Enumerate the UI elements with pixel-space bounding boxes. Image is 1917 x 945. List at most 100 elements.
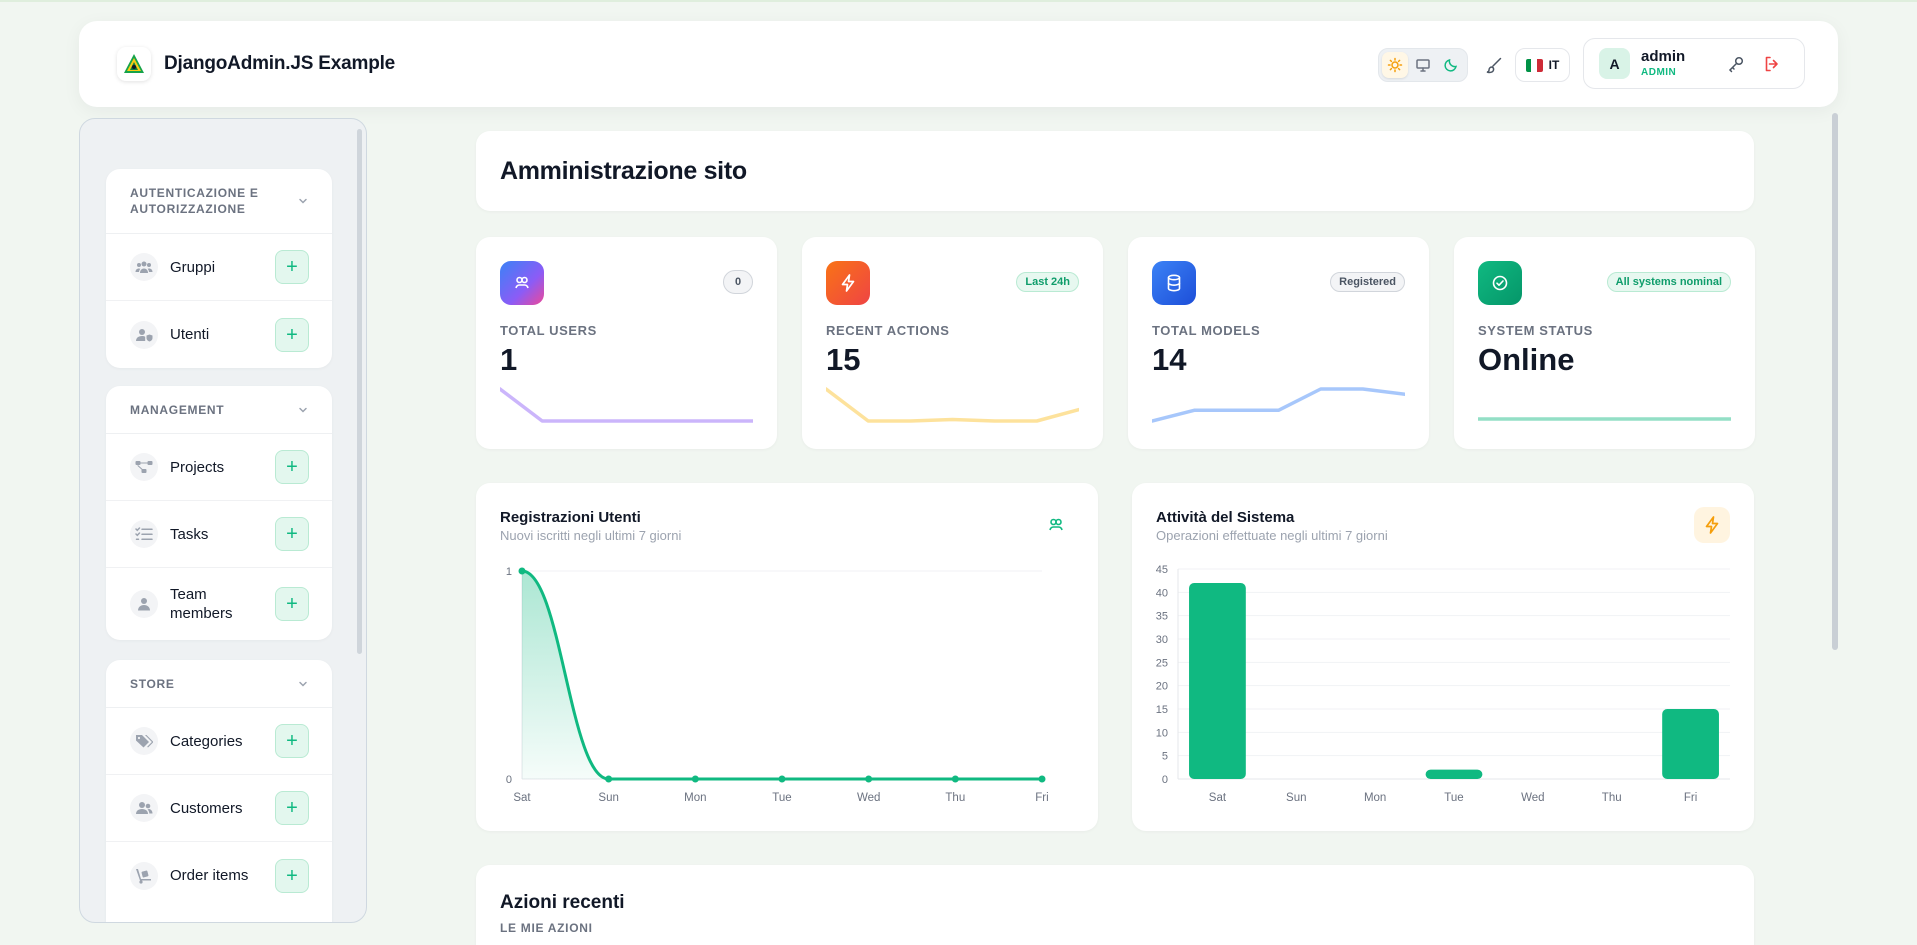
stat-badge: Last 24h <box>1016 272 1079 292</box>
user-info: admin ADMIN <box>1641 49 1685 79</box>
main-scrollbar[interactable] <box>1832 113 1838 650</box>
y-tick-label: 25 <box>1156 657 1168 669</box>
x-tick-label: Sat <box>513 792 531 804</box>
chart-subtitle: Nuovi iscritti negli ultimi 7 giorni <box>500 528 682 543</box>
sidebar-item-label: Team members <box>170 586 233 622</box>
chevron-down-icon <box>299 198 307 204</box>
x-tick-label: Sun <box>598 792 618 804</box>
chart-subtitle: Operazioni effettuate negli ultimi 7 gio… <box>1156 528 1388 543</box>
theme-light-button[interactable] <box>1382 52 1408 78</box>
sparkline-series <box>826 387 1079 423</box>
sidebar-group-header[interactable]: MANAGEMENT <box>106 386 332 434</box>
y-tick-label: 40 <box>1156 587 1168 599</box>
add-tasks-button[interactable]: + <box>275 517 309 551</box>
y-tick-label: 0 <box>1162 774 1168 786</box>
sidebar-item-label: Categories <box>170 732 243 750</box>
sidebar-item-tasks[interactable]: Tasks + <box>106 501 332 568</box>
theme-dark-button[interactable] <box>1438 52 1464 78</box>
sidebar-item-label: Tasks <box>170 525 209 543</box>
sidebar-item-utenti[interactable]: Utenti + <box>106 301 332 368</box>
stat-label: SYSTEM STATUS <box>1478 323 1593 338</box>
sidebar: AUTENTICAZIONE E AUTORIZZAZIONE Gruppi +… <box>79 118 367 923</box>
bar[interactable] <box>1425 769 1483 779</box>
bar-chart-system-activity: 0 5 10 15 20 25 30 35 40 45 Sat Sun Mon Tue Wed Thu Fri <box>1156 564 1730 804</box>
language-code: IT <box>1548 58 1560 72</box>
theme-system-button[interactable] <box>1410 52 1436 78</box>
customers-icon <box>130 794 158 822</box>
y-tick-label: 1 <box>506 566 512 578</box>
sidebar-item-projects[interactable]: Projects + <box>106 434 332 501</box>
sidebar-group-store: STORE Categories + Customers + Order ite… <box>106 660 332 922</box>
sidebar-group-header[interactable]: STORE <box>106 660 332 708</box>
area-fill <box>522 571 1042 779</box>
chart-title: Registrazioni Utenti <box>500 509 641 526</box>
stat-badge: Registered <box>1330 272 1405 292</box>
django-admin-logo-icon <box>117 47 151 81</box>
sparkline-series <box>500 387 753 423</box>
sidebar-group-title: STORE <box>130 676 175 691</box>
check-circle-icon <box>1478 261 1522 305</box>
sparkline-total-models <box>1152 387 1405 423</box>
sidebar-group-title: MANAGEMENT <box>130 402 225 417</box>
x-tick-label: Fri <box>1035 792 1048 804</box>
data-point[interactable] <box>1038 775 1046 783</box>
sun-icon <box>1387 57 1403 73</box>
add-utenti-button[interactable]: + <box>275 317 309 352</box>
bar[interactable] <box>1662 709 1719 779</box>
area-chart-user-registrations: 0 1 Sat Sun Mon Tue Wed Thu Fri <box>506 566 1049 804</box>
add-team-members-button[interactable]: + <box>275 587 309 621</box>
sidebar-item-order-items[interactable]: Order items + <box>106 842 332 909</box>
customize-theme-button[interactable] <box>1479 50 1509 80</box>
data-point[interactable] <box>951 775 959 783</box>
sidebar-item-categories[interactable]: Categories + <box>106 708 332 775</box>
x-tick-label: Sun <box>1286 792 1306 804</box>
sparkline-series <box>1152 387 1405 423</box>
data-point[interactable] <box>691 775 699 783</box>
page-title: Amministrazione sito <box>500 157 747 185</box>
stat-card-system-status[interactable]: All systems nominal SYSTEM STATUS Online <box>1454 237 1755 449</box>
sidebar-group-management: MANAGEMENT Projects + Tasks + Team membe… <box>106 386 332 640</box>
sidebar-item-customers[interactable]: Customers + <box>106 775 332 842</box>
stat-label: RECENT ACTIONS <box>826 323 950 338</box>
sparkline-total-users <box>500 387 753 423</box>
recent-actions-subtitle: LE MIE AZIONI <box>500 921 593 935</box>
add-gruppi-button[interactable]: + <box>275 250 309 284</box>
stat-badge: 0 <box>723 270 753 294</box>
sidebar-group-header[interactable]: AUTENTICAZIONE E AUTORIZZAZIONE <box>106 169 332 234</box>
add-customers-button[interactable]: + <box>275 791 309 825</box>
tasks-icon <box>130 520 158 548</box>
sidebar-scrollbar[interactable] <box>357 129 362 654</box>
stat-card-recent-actions[interactable]: Last 24h RECENT ACTIONS 15 <box>802 237 1103 449</box>
y-tick-label: 20 <box>1156 681 1168 693</box>
stat-label: TOTAL MODELS <box>1152 323 1261 338</box>
bar[interactable] <box>1189 583 1246 779</box>
y-tick-label: 35 <box>1156 611 1168 623</box>
data-point[interactable] <box>865 775 873 783</box>
data-point[interactable] <box>778 775 786 783</box>
sidebar-item-team-members[interactable]: Team members + <box>106 568 332 640</box>
sidebar-item-gruppi[interactable]: Gruppi + <box>106 234 332 301</box>
x-tick-label: Tue <box>1444 792 1463 804</box>
data-point[interactable] <box>518 567 526 575</box>
brand[interactable]: DjangoAdmin.JS Example <box>117 47 395 81</box>
sidebar-group-title: AUTENTICAZIONE E AUTORIZZAZIONE <box>130 186 259 216</box>
stat-value: 14 <box>1152 342 1187 377</box>
stat-card-total-users[interactable]: 0 TOTAL USERS 1 <box>476 237 777 449</box>
chart-card-user-registrations: Registrazioni Utenti Nuovi iscritti negl… <box>476 483 1098 831</box>
x-tick-label: Thu <box>945 792 965 804</box>
add-order-items-button[interactable]: + <box>275 858 309 893</box>
chart-title: Attività del Sistema <box>1156 509 1295 526</box>
change-password-button[interactable] <box>1722 50 1750 78</box>
add-categories-button[interactable]: + <box>275 724 309 758</box>
user-menu[interactable]: A admin ADMIN <box>1583 38 1805 89</box>
stat-card-total-models[interactable]: Registered TOTAL MODELS 14 <box>1128 237 1429 449</box>
sidebar-item-label: Gruppi <box>170 258 216 276</box>
data-point[interactable] <box>605 775 613 783</box>
language-selector[interactable]: IT <box>1515 48 1570 82</box>
add-projects-button[interactable]: + <box>275 450 309 484</box>
key-icon <box>1728 56 1744 73</box>
logout-button[interactable] <box>1758 50 1786 78</box>
app-title: DjangoAdmin.JS Example <box>164 53 396 74</box>
sidebar-item-label: Projects <box>170 458 225 476</box>
stat-value: 1 <box>500 342 518 377</box>
